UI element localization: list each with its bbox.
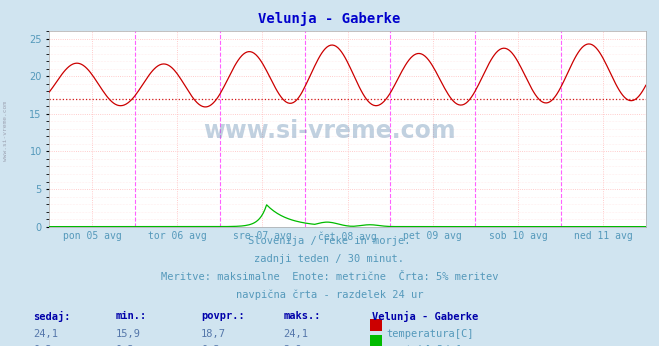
Text: zadnji teden / 30 minut.: zadnji teden / 30 minut. (254, 254, 405, 264)
Text: 24,1: 24,1 (283, 329, 308, 339)
Text: pretok[m3/s]: pretok[m3/s] (387, 345, 462, 346)
Text: 24,1: 24,1 (33, 329, 58, 339)
Text: povpr.:: povpr.: (201, 311, 244, 321)
Text: 18,7: 18,7 (201, 329, 226, 339)
Text: 2,9: 2,9 (283, 345, 302, 346)
Text: min.:: min.: (115, 311, 146, 321)
Text: 15,9: 15,9 (115, 329, 140, 339)
Text: navpična črta - razdelek 24 ur: navpična črta - razdelek 24 ur (236, 290, 423, 300)
Text: 0,2: 0,2 (33, 345, 51, 346)
Text: temperatura[C]: temperatura[C] (387, 329, 474, 339)
Text: Velunja - Gaberke: Velunja - Gaberke (372, 311, 478, 322)
Text: maks.:: maks.: (283, 311, 321, 321)
Text: Velunja - Gaberke: Velunja - Gaberke (258, 12, 401, 26)
Text: 0,3: 0,3 (201, 345, 219, 346)
Text: Meritve: maksimalne  Enote: metrične  Črta: 5% meritev: Meritve: maksimalne Enote: metrične Črta… (161, 272, 498, 282)
Text: Slovenija / reke in morje.: Slovenija / reke in morje. (248, 236, 411, 246)
Text: sedaj:: sedaj: (33, 311, 71, 322)
Text: www.si-vreme.com: www.si-vreme.com (3, 101, 8, 162)
Text: www.si-vreme.com: www.si-vreme.com (203, 119, 456, 144)
Text: 0,2: 0,2 (115, 345, 134, 346)
